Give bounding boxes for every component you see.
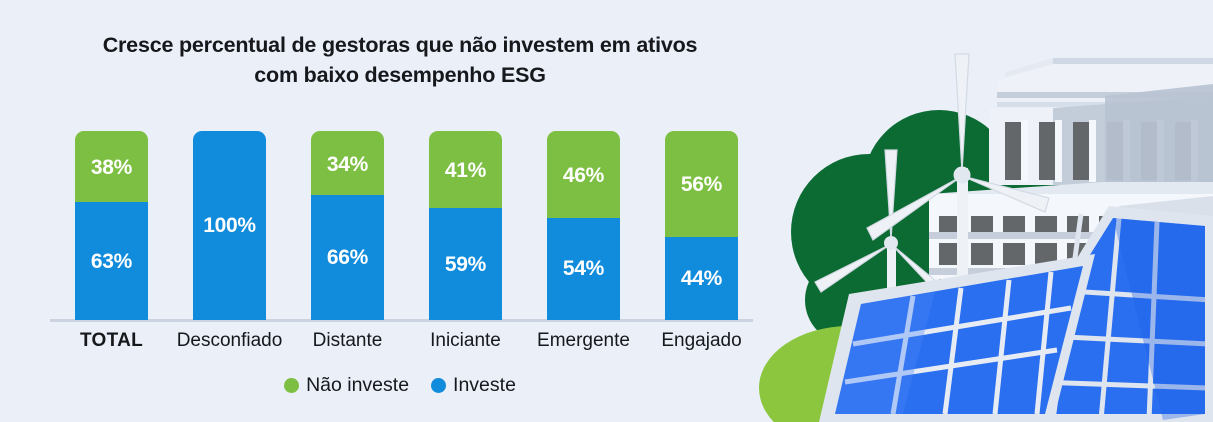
bar-column[interactable]: 41% 59% [429, 131, 502, 320]
chart-legend: Não investe Investe [0, 374, 800, 396]
bar-column[interactable]: 100% [193, 131, 266, 320]
bar-segment[interactable]: 100% [193, 131, 266, 320]
bar-column[interactable]: 38% 63% [75, 131, 148, 320]
bar-value-label: 34% [326, 152, 369, 176]
legend-label: Não investe [306, 374, 410, 396]
bar-value-label: 41% [444, 159, 487, 183]
bar-value-label: 38% [90, 156, 133, 180]
legend-item[interactable]: Não investe [284, 374, 410, 396]
bar-stack: 41% 59% [429, 131, 502, 320]
solar-panel-front-icon [819, 254, 1095, 422]
category-label: Iniciante [430, 330, 501, 351]
sustainability-illustration [753, 0, 1213, 422]
category-label: Desconfiado [176, 330, 283, 351]
bar-stack: 34% 66% [311, 131, 384, 320]
bar-column[interactable]: 46% 54% [547, 131, 620, 320]
bar-value-label: 100% [203, 214, 256, 237]
bar-column[interactable]: 56% 44% [665, 131, 738, 320]
category-label: Engajado [661, 330, 742, 351]
legend-swatch-icon [431, 378, 447, 394]
bar-segment[interactable]: 34% [311, 131, 384, 196]
bar-segment[interactable]: 46% [547, 131, 620, 218]
bar-column[interactable]: 34% 66% [311, 131, 384, 320]
bar-group: 38% 63% 100% 34% 66% 41% 59% 46% 54% 56% 44% [75, 131, 755, 320]
legend-swatch-icon [284, 378, 300, 394]
bar-value-label: 56% [680, 173, 723, 197]
category-axis-labels: TOTAL Desconfiado Distante Iniciante Emergen… [75, 328, 755, 356]
bar-stack: 46% 54% [547, 131, 620, 320]
chart-title-line-2: com baixo desempenho ESG [254, 63, 546, 87]
bar-stack: 38% 63% [75, 131, 148, 320]
bar-segment[interactable]: 66% [311, 195, 384, 320]
bar-value-label: 59% [444, 252, 487, 276]
bar-segment[interactable]: 63% [75, 202, 148, 320]
bar-value-label: 54% [562, 257, 605, 281]
chart-title: Cresce percentual de gestoras que não in… [0, 30, 800, 90]
bar-value-label: 44% [680, 266, 723, 290]
bar-segment[interactable]: 56% [665, 131, 738, 237]
category-label: Emergente [537, 330, 630, 351]
bar-value-label: 46% [562, 163, 605, 187]
bar-segment[interactable]: 44% [665, 236, 738, 320]
legend-label: Investe [453, 374, 516, 396]
bar-value-label: 63% [90, 249, 133, 273]
wind-turbine-front-icon [866, 53, 1050, 368]
chart-plot-area: 38% 63% 100% 34% 66% 41% 59% 46% 54% 56% 44% TOTAL… [50, 131, 762, 356]
bar-segment[interactable]: 54% [547, 217, 620, 320]
bar-stack: 100% [193, 131, 266, 320]
bar-segment[interactable]: 38% [75, 131, 148, 203]
legend-item[interactable]: Investe [431, 374, 516, 396]
bar-stack: 56% 44% [665, 131, 738, 320]
category-label: Distante [312, 330, 383, 351]
bar-value-label: 66% [326, 246, 369, 270]
category-label: TOTAL [79, 330, 144, 351]
chart-baseline [50, 319, 762, 322]
solar-panel-back-icon [1019, 206, 1213, 422]
bar-segment[interactable]: 41% [429, 131, 502, 209]
chart-title-line-1: Cresce percentual de gestoras que não in… [102, 33, 698, 57]
bar-segment[interactable]: 59% [429, 208, 502, 320]
